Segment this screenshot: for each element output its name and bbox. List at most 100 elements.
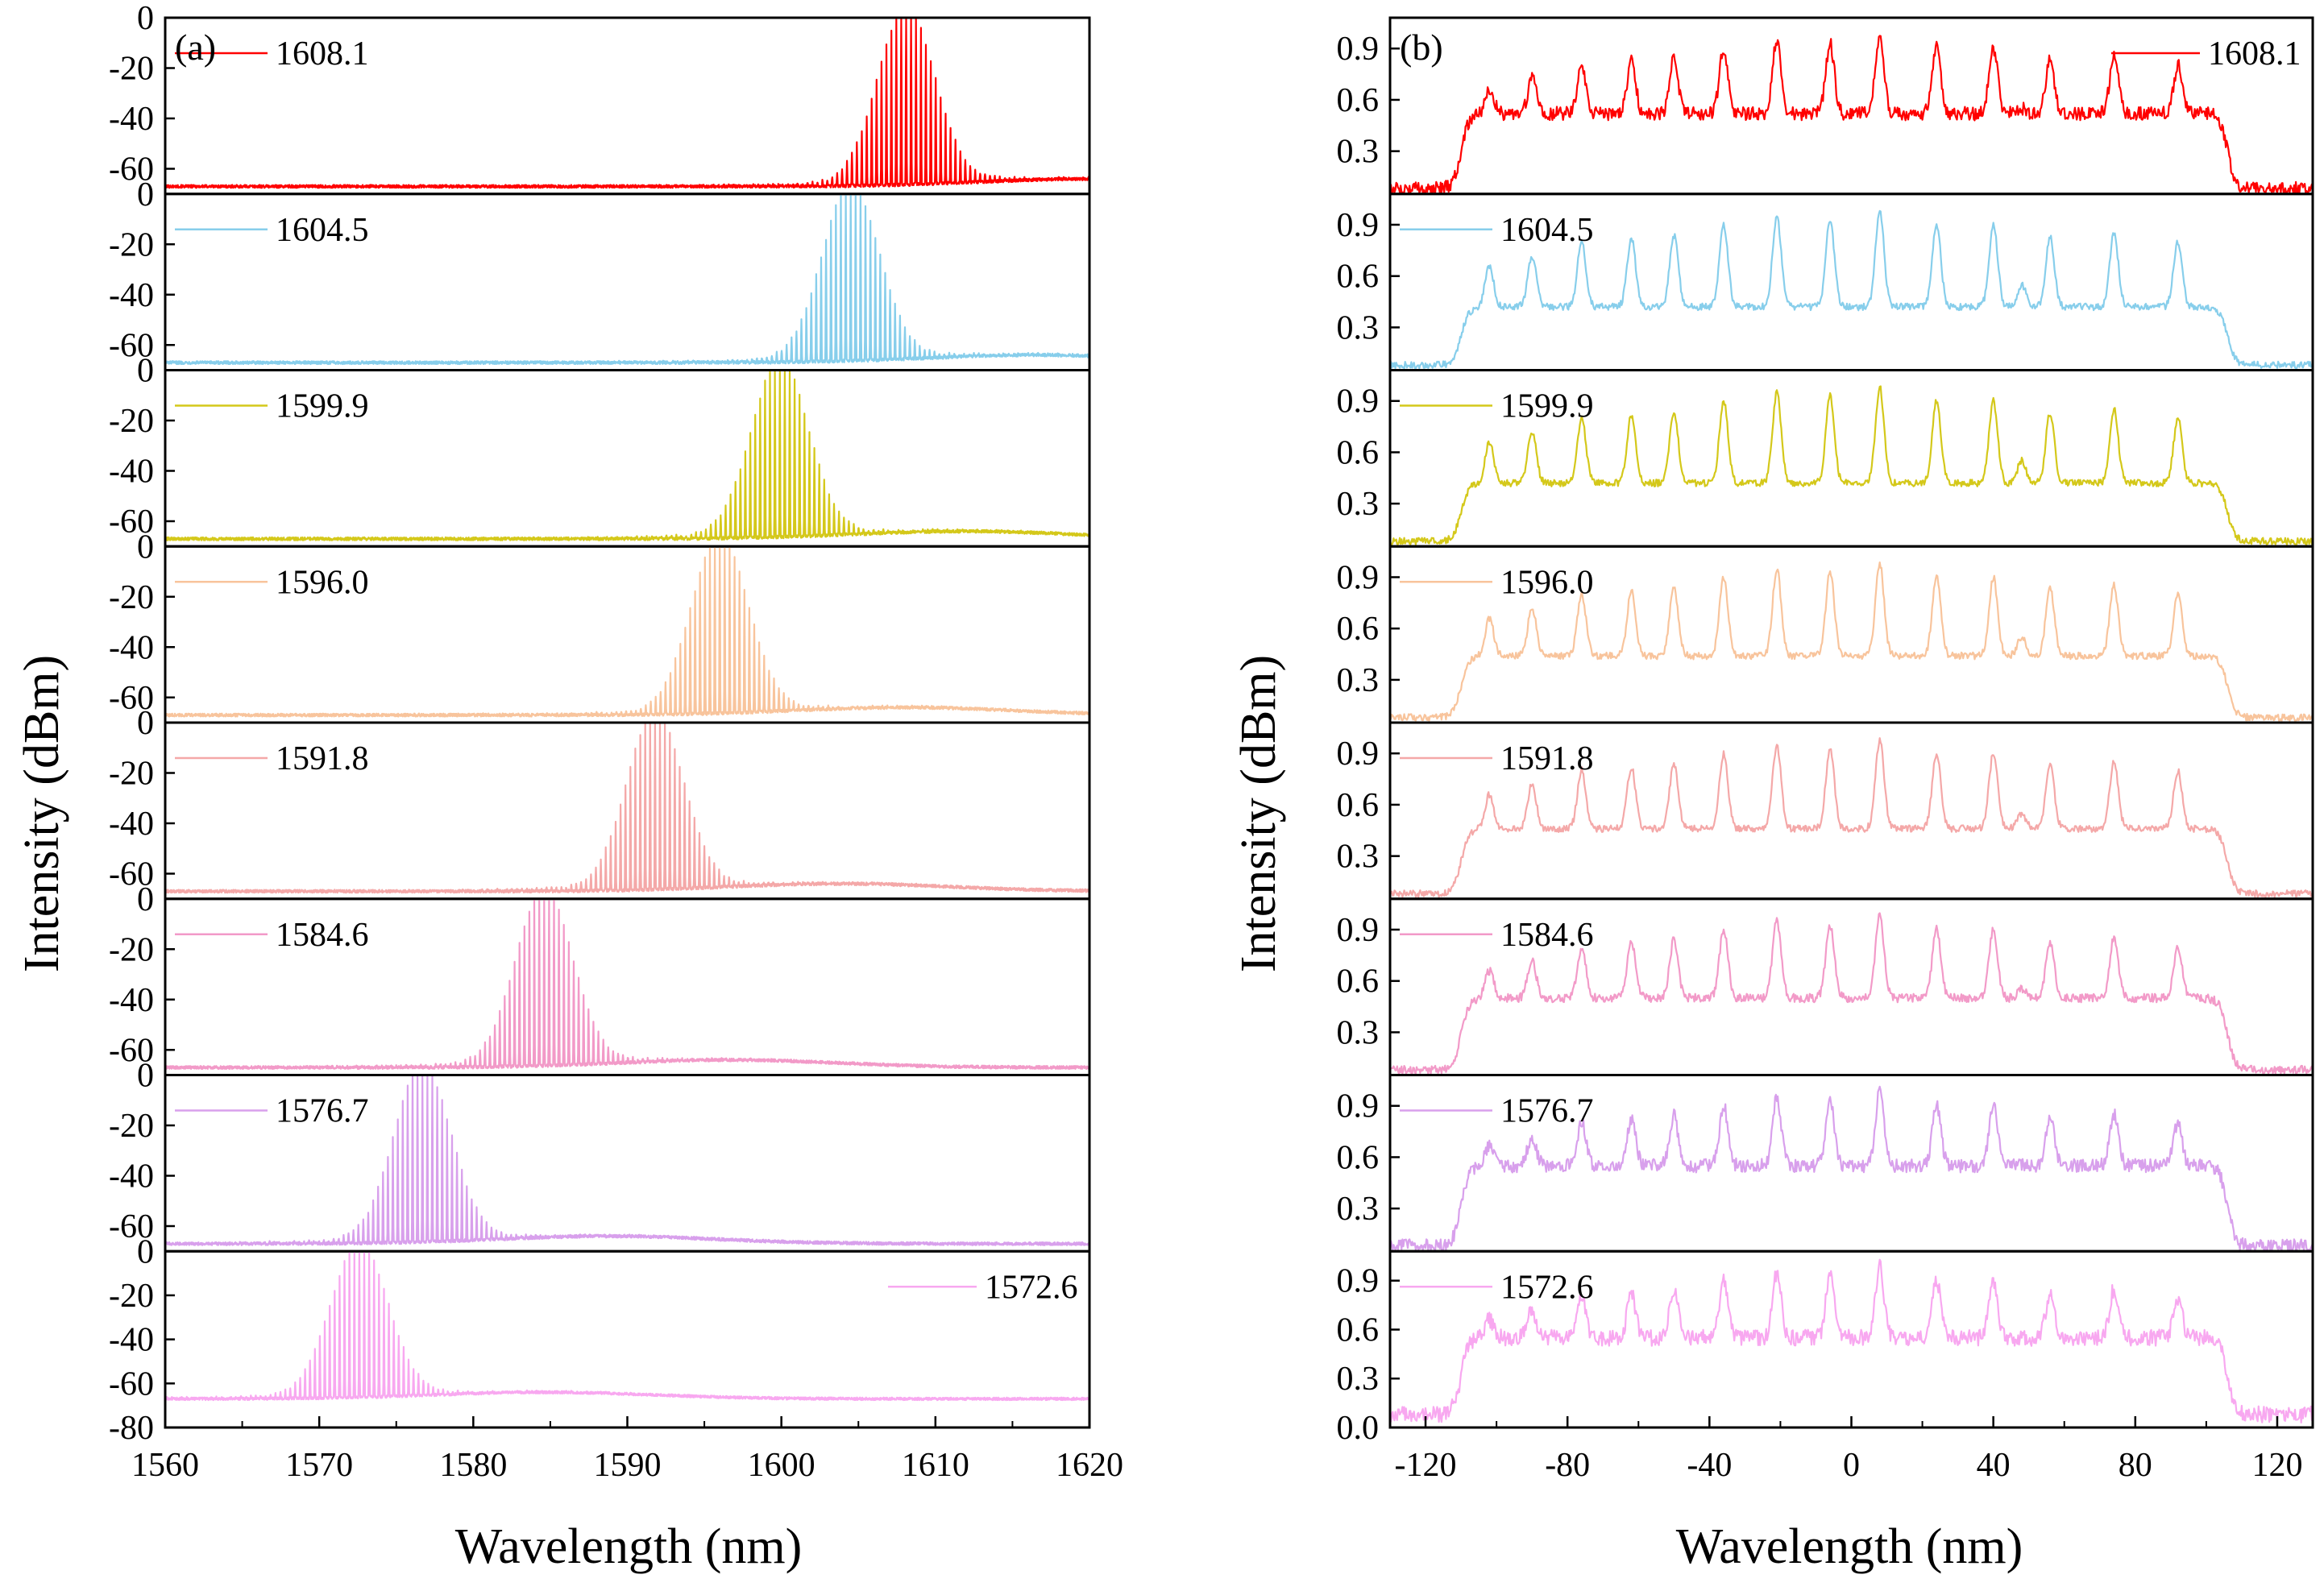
series-line-1599.9: [164, 371, 1090, 541]
legend-label: 1608.1: [2208, 35, 2301, 73]
x-tick-label: 40: [1977, 1447, 2011, 1484]
y-tick-label: 0.0: [1337, 1410, 1380, 1447]
legend-label: 1596.0: [1500, 564, 1594, 601]
y-tick-label: 0.6: [1337, 259, 1380, 296]
y-tick-label: -40: [109, 101, 154, 138]
subplot-1584.6: 0 -20 -40 -60 1584.6: [109, 881, 1091, 1076]
series-line-1596.0: [1389, 561, 2314, 722]
y-tick-label: 0.6: [1337, 434, 1380, 471]
legend-label: 1596.0: [276, 564, 369, 601]
subplot-1596.0: 0.9 0.6 0.3 1596.0: [1337, 545, 2314, 724]
subplot-1591.8: 0.9 0.6 0.3 1591.8: [1337, 721, 2314, 901]
series-line-1572.6: [164, 1252, 1090, 1402]
y-tick-label: -80: [109, 1410, 154, 1447]
y-tick-label: -40: [109, 1322, 154, 1359]
y-tick-label: -20: [109, 1278, 154, 1315]
panel-b-xlabel: Wavelength (nm): [1676, 1519, 2023, 1574]
y-tick-label: 0.6: [1337, 1139, 1380, 1176]
y-tick-label: 0.9: [1337, 1263, 1380, 1300]
y-tick-label: 0.3: [1337, 309, 1380, 346]
legend-label: 1599.9: [276, 388, 369, 425]
y-tick-label: 0: [137, 881, 154, 918]
y-tick-label: -20: [109, 51, 154, 88]
subplot-1608.1: 0 -20 -40 -60 1608.1: [109, 0, 1091, 196]
series-line-1591.8: [1389, 737, 2314, 898]
series-line-1599.9: [1388, 385, 2314, 546]
x-tick-label: 0: [1843, 1447, 1860, 1484]
subplot-1576.7: 0 -20 -40 -60 1576.7: [109, 1058, 1091, 1253]
subplot-1584.6: 0.9 0.6 0.3 1584.6: [1337, 897, 2314, 1076]
y-tick-label: 0: [137, 176, 154, 213]
series-line-1604.5: [1388, 209, 2314, 370]
y-tick-label: 0.9: [1337, 383, 1380, 421]
series-line-1596.0: [164, 547, 1090, 718]
y-tick-label: -60: [109, 327, 154, 364]
y-tick-label: 0.6: [1337, 611, 1380, 648]
legend-label: 1576.7: [276, 1093, 369, 1130]
legend-label: 1576.7: [1500, 1093, 1594, 1130]
subplot-1591.8: 0 -20 -40 -60 1591.8: [109, 705, 1091, 901]
y-tick-label: 0: [137, 705, 154, 742]
series-line-1576.7: [1388, 1085, 2314, 1251]
subplot-1599.9: 0 -20 -40 -60 1599.9: [109, 353, 1091, 548]
y-tick-label: 0.3: [1337, 1014, 1380, 1051]
y-tick-label: 0.6: [1337, 963, 1380, 1001]
y-tick-label: 0: [137, 353, 154, 390]
y-tick-label: -60: [109, 680, 154, 717]
y-tick-label: -20: [109, 1108, 154, 1145]
y-tick-label: -20: [109, 579, 154, 616]
subplot-1608.1: 0.9 0.6 0.3 1608.1: [1337, 16, 2314, 196]
legend-label: 1572.6: [985, 1269, 1078, 1306]
x-tick-label: 120: [2251, 1447, 2302, 1484]
panel-b-ylabel: Intensity (dBm): [1231, 655, 1286, 972]
y-tick-label: 0: [137, 528, 154, 566]
y-tick-label: 0.3: [1337, 1361, 1380, 1398]
panel-b: 0.9 0.6 0.3 1608.1 0.9 0.6 0.3 1604.5 0.9 0.6 0.3 1…: [1337, 16, 2314, 1484]
y-tick-label: 0: [137, 1233, 154, 1270]
y-tick-label: -60: [109, 151, 154, 189]
panel-tag: (b): [1400, 27, 1443, 68]
panel-a: 0 -20 -40 -60 1608.1 0 -20 -40 -60 1604.5 0 -20 -40 -…: [109, 0, 1123, 1484]
legend-label: 1591.8: [276, 740, 369, 777]
legend-label: 1591.8: [1500, 740, 1594, 777]
x-tick-label: 1610: [902, 1447, 969, 1484]
subplot-1596.0: 0 -20 -40 -60 1596.0: [109, 528, 1091, 724]
y-tick-label: 0.3: [1337, 1191, 1380, 1228]
y-tick-label: -20: [109, 226, 154, 263]
x-tick-label: 1600: [748, 1447, 815, 1484]
y-tick-label: 0: [137, 0, 154, 37]
x-tick-label: -40: [1687, 1447, 1732, 1484]
legend-label: 1608.1: [276, 35, 369, 73]
y-tick-label: -60: [109, 1208, 154, 1245]
legend-label: 1604.5: [1500, 212, 1594, 249]
subplot-frame: [1388, 16, 2314, 196]
subplot-frame: [164, 1249, 1091, 1429]
y-tick-label: 0.6: [1337, 1311, 1380, 1349]
y-tick-label: 0.6: [1337, 82, 1380, 119]
y-tick-label: 0.9: [1337, 207, 1380, 244]
panel-a-xlabel: Wavelength (nm): [455, 1519, 803, 1574]
series-line-1572.6: [1388, 1258, 2314, 1423]
y-tick-label: -20: [109, 403, 154, 440]
y-tick-label: 0.3: [1337, 839, 1380, 876]
subplot-1604.5: 0.9 0.6 0.3 1604.5: [1337, 193, 2314, 371]
x-tick-label: 1620: [1056, 1447, 1123, 1484]
series-line-1608.1: [164, 18, 1091, 189]
y-tick-label: 0.3: [1337, 486, 1380, 523]
subplot-1572.6: 0 -20 -40 -60 -80 1572.6: [109, 1233, 1091, 1447]
panel-a-ylabel: Intensity (dBm): [15, 655, 69, 972]
y-tick-label: -60: [109, 1032, 154, 1069]
x-tick-label: 1580: [439, 1447, 507, 1484]
series-line-1591.8: [164, 723, 1091, 894]
y-tick-label: 0.9: [1337, 1088, 1380, 1125]
y-tick-label: -20: [109, 931, 154, 968]
y-tick-label: 0.9: [1337, 559, 1380, 596]
y-tick-label: 0.9: [1337, 31, 1380, 68]
y-tick-label: -40: [109, 1158, 154, 1195]
y-tick-label: -20: [109, 756, 154, 793]
y-tick-label: -60: [109, 503, 154, 541]
x-tick-label: 1570: [285, 1447, 353, 1484]
x-tick-label: 1590: [594, 1447, 662, 1484]
series-line-1608.1: [1388, 35, 2314, 193]
x-tick-label: -80: [1545, 1447, 1590, 1484]
